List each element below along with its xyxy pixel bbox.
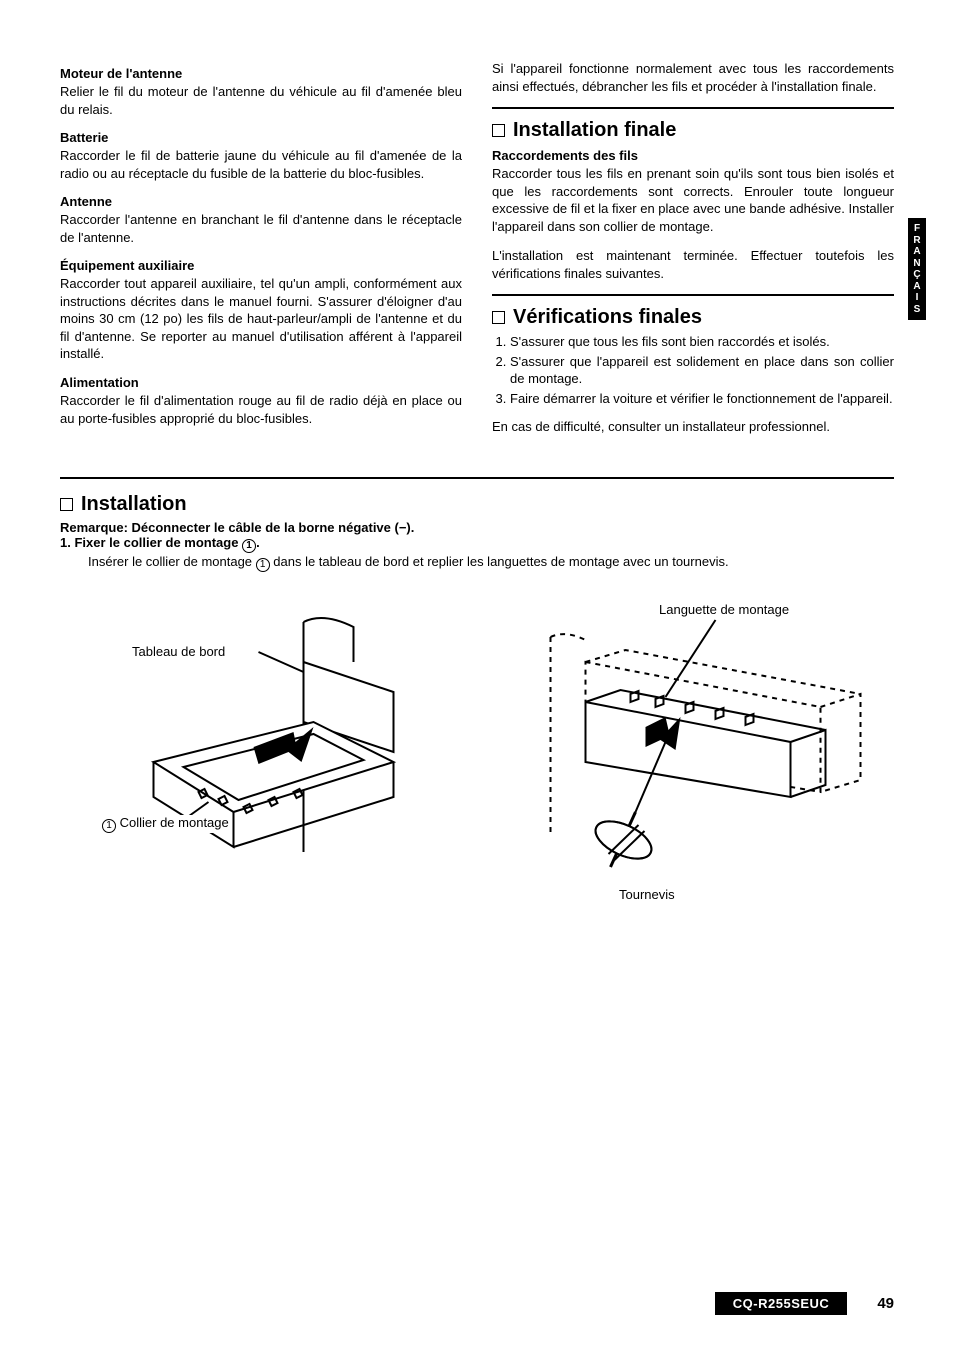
label-mounting-tab: Languette de montage bbox=[657, 602, 791, 617]
installation-remark: Remarque: Déconnecter le câble de la bor… bbox=[60, 520, 894, 535]
installation-heading: Installation bbox=[60, 493, 894, 516]
final-install-done: L'installation est maintenant terminée. … bbox=[492, 247, 894, 282]
circled-number-icon: 1 bbox=[102, 819, 116, 833]
checkbox-icon bbox=[492, 311, 505, 324]
figures-row: Tableau de bord 1 Collier de montage bbox=[60, 602, 894, 922]
right-column: Si l'appareil fonctionne normalement ave… bbox=[492, 60, 894, 447]
figure-right-svg bbox=[487, 602, 894, 922]
final-install-heading: Installation finale bbox=[492, 119, 894, 142]
section-heading: Antenne bbox=[60, 194, 462, 209]
checkbox-icon bbox=[60, 498, 73, 511]
installation-section: Installation Remarque: Déconnecter le câ… bbox=[60, 493, 894, 922]
section-body: Raccorder le fil d'alimentation rouge au… bbox=[60, 392, 462, 427]
page-number: 49 bbox=[877, 1295, 894, 1312]
final-install-body: Raccorder tous les fils en prenant soin … bbox=[492, 165, 894, 235]
section-heading: Moteur de l'antenne bbox=[60, 66, 462, 81]
figure-left: Tableau de bord 1 Collier de montage bbox=[60, 602, 467, 922]
final-check-heading: Vérifications finales bbox=[492, 306, 894, 329]
model-number-badge: CQ-R255SEUC bbox=[715, 1292, 848, 1315]
list-item: Faire démarrer la voiture et vérifier le… bbox=[510, 390, 894, 408]
step-1-body: Insérer le collier de montage 1 dans le … bbox=[88, 553, 894, 572]
section-heading: Alimentation bbox=[60, 375, 462, 390]
section-body: Raccorder l'antenne en branchant le fil … bbox=[60, 211, 462, 246]
section-body: Raccorder tout appareil auxiliaire, tel … bbox=[60, 275, 462, 363]
checkbox-icon bbox=[492, 124, 505, 137]
two-column-region: Moteur de l'antenne Relier le fil du mot… bbox=[60, 60, 894, 447]
final-check-list: S'assurer que tous les fils sont bien ra… bbox=[492, 333, 894, 407]
section-heading: Batterie bbox=[60, 130, 462, 145]
section-body: Raccorder le fil de batterie jaune du vé… bbox=[60, 147, 462, 182]
final-install-title: Installation finale bbox=[513, 119, 676, 142]
divider bbox=[492, 294, 894, 296]
figure-left-svg bbox=[60, 602, 467, 922]
circled-number-icon: 1 bbox=[256, 558, 270, 572]
step-1-label: 1. Fixer le collier de montage 1. bbox=[60, 535, 894, 553]
list-item: S'assurer que tous les fils sont bien ra… bbox=[510, 333, 894, 351]
section-body: Relier le fil du moteur de l'antenne du … bbox=[60, 83, 462, 118]
full-divider bbox=[60, 477, 894, 479]
subheading: Raccordements des fils bbox=[492, 148, 894, 163]
language-tab-text: FRANÇAIS bbox=[908, 223, 926, 315]
label-screwdriver: Tournevis bbox=[617, 887, 677, 902]
circled-number-icon: 1 bbox=[242, 539, 256, 553]
final-check-note: En cas de difficulté, consulter un insta… bbox=[492, 418, 894, 436]
label-collar: 1 Collier de montage bbox=[100, 815, 231, 833]
section-heading: Équipement auxiliaire bbox=[60, 258, 462, 273]
figure-right: Languette de montage Tournevis bbox=[487, 602, 894, 922]
list-item: S'assurer que l'appareil est solidement … bbox=[510, 353, 894, 388]
label-dashboard: Tableau de bord bbox=[130, 644, 227, 659]
left-column: Moteur de l'antenne Relier le fil du mot… bbox=[60, 60, 462, 447]
divider bbox=[492, 107, 894, 109]
intro-paragraph: Si l'appareil fonctionne normalement ave… bbox=[492, 60, 894, 95]
page-footer: CQ-R255SEUC 49 bbox=[0, 1292, 954, 1315]
language-tab: FRANÇAIS bbox=[908, 218, 926, 320]
final-check-title: Vérifications finales bbox=[513, 306, 702, 329]
installation-title: Installation bbox=[81, 493, 187, 516]
